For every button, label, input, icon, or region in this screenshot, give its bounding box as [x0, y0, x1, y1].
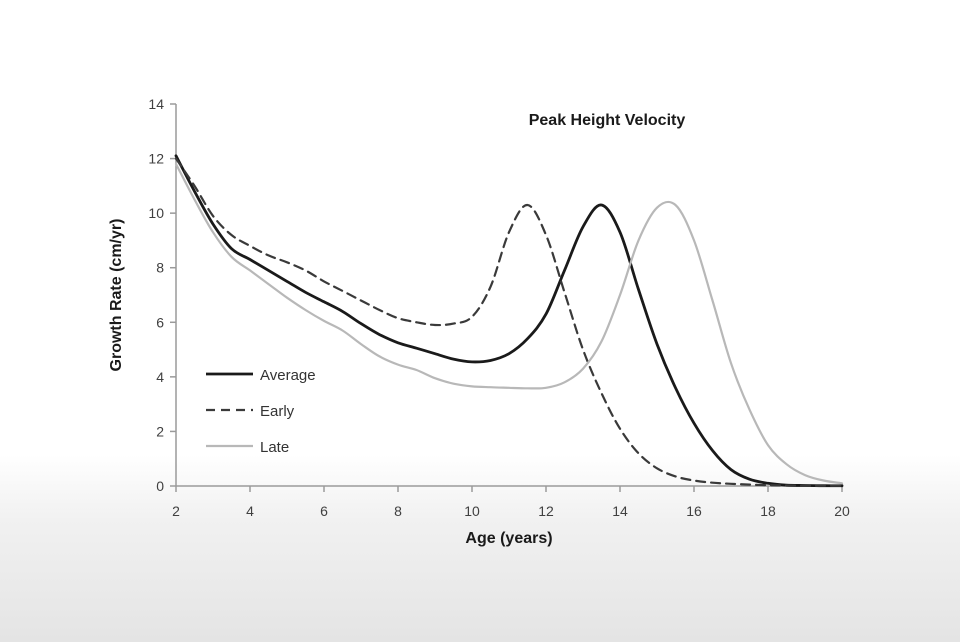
x-tick-label: 10	[464, 503, 480, 519]
y-tick-label: 0	[156, 478, 164, 494]
y-tick-label: 12	[148, 151, 164, 167]
series-line-late	[174, 162, 844, 485]
series-lines	[174, 154, 844, 488]
series-line-average	[174, 154, 844, 488]
legend-item-early: Early	[206, 403, 295, 420]
x-ticks: 2 4 6 8 10 12 14 16 18 20	[172, 486, 850, 519]
legend-label-average: Average	[260, 367, 316, 384]
legend-item-late: Late	[206, 439, 289, 456]
chart-title: Peak Height Velocity	[529, 112, 686, 129]
legend: Average Early Late	[206, 367, 316, 456]
x-axis-title: Age (years)	[465, 530, 552, 547]
y-tick-label: 4	[156, 369, 164, 385]
y-ticks: 0 2 4 6 8 10 12 14	[148, 96, 176, 494]
x-tick-label: 2	[172, 503, 180, 519]
y-tick-label: 10	[148, 205, 164, 221]
y-tick-label: 8	[156, 260, 164, 276]
x-tick-label: 12	[538, 503, 554, 519]
y-tick-label: 6	[156, 314, 164, 330]
legend-label-late: Late	[260, 439, 289, 456]
series-line-early	[174, 157, 844, 487]
y-tick-label: 14	[148, 96, 164, 112]
y-axis-title: Growth Rate (cm/yr)	[108, 219, 125, 372]
legend-item-average: Average	[206, 367, 316, 384]
x-tick-label: 6	[320, 503, 328, 519]
x-tick-label: 4	[246, 503, 254, 519]
x-tick-label: 14	[612, 503, 628, 519]
legend-label-early: Early	[260, 403, 295, 420]
x-tick-label: 20	[834, 503, 850, 519]
x-tick-label: 18	[760, 503, 776, 519]
x-tick-label: 16	[686, 503, 702, 519]
x-tick-label: 8	[394, 503, 402, 519]
y-tick-label: 2	[156, 423, 164, 439]
